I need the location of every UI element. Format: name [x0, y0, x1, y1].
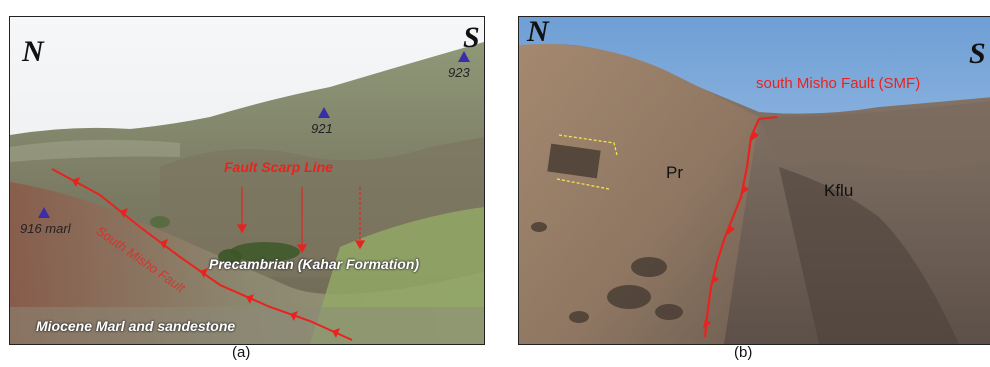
miocene-label: Miocene Marl and sandestone: [36, 318, 236, 334]
smf-label: south Misho Fault (SMF): [756, 75, 921, 92]
peak-label-923: 923: [448, 65, 470, 80]
north-label-a: N: [22, 35, 44, 68]
peak-marker-923: [458, 51, 470, 62]
peak-label-916-marl: 916 marl: [20, 221, 71, 236]
unit-kflu-label: Kflu: [824, 181, 854, 200]
caption-b: (b): [734, 344, 753, 361]
fault-teeth-a: [72, 177, 340, 338]
peak-marker-916: [38, 207, 50, 218]
peak-label-921: 921: [311, 121, 333, 136]
peak-marker-921: [318, 107, 330, 118]
unit-pr-label: Pr: [666, 163, 683, 182]
north-label-b: N: [527, 16, 549, 48]
photo-panel-b: N S south Misho Fault (SMF) Pr Kflu: [518, 16, 990, 345]
south-label-b: S: [969, 37, 986, 70]
fault-teeth-b: [703, 131, 759, 329]
precambrian-label: Precambrian (Kahar Formation): [209, 256, 420, 272]
landscape-photo-a: [10, 17, 484, 344]
scarp-arrows: [236, 187, 366, 254]
landscape-photo-b: [519, 17, 990, 344]
photo-panel-a: N S 923 921 916 marl Fault Scarp Line So…: [9, 16, 485, 345]
south-label-a: S: [463, 21, 480, 54]
outcrop-outline: [556, 134, 618, 190]
caption-a: (a): [232, 344, 251, 361]
rock-outcrops: [531, 143, 683, 323]
fault-scarp-label: Fault Scarp Line: [224, 159, 333, 175]
